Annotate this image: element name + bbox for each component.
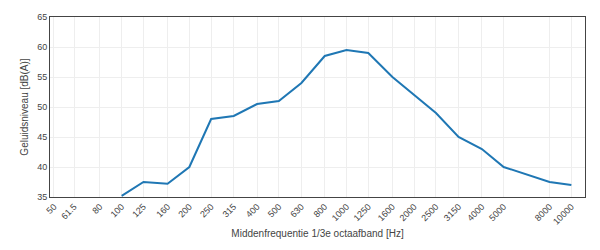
svg-text:2000: 2000 [398,202,419,223]
svg-text:160: 160 [154,202,172,220]
svg-text:1600: 1600 [376,202,397,223]
svg-text:200: 200 [176,202,194,220]
svg-text:1000: 1000 [330,202,351,223]
svg-text:50: 50 [44,202,58,216]
svg-text:100: 100 [109,202,127,220]
svg-text:61.5: 61.5 [59,202,78,221]
svg-text:4000: 4000 [465,202,486,223]
svg-text:40: 40 [37,162,47,172]
svg-text:315: 315 [221,202,239,220]
svg-text:35: 35 [37,192,47,202]
svg-text:500: 500 [266,202,284,220]
svg-text:400: 400 [244,202,262,220]
svg-text:45: 45 [37,132,47,142]
svg-text:55: 55 [37,72,47,82]
svg-text:65: 65 [37,12,47,22]
svg-text:800: 800 [312,202,330,220]
svg-text:Middenfrequentie 1/3e octaafba: Middenfrequentie 1/3e octaafband [Hz] [231,228,404,239]
svg-text:630: 630 [288,202,306,220]
svg-text:8000: 8000 [533,202,554,223]
svg-text:80: 80 [90,202,104,216]
svg-text:3150: 3150 [442,202,463,223]
svg-text:2500: 2500 [419,202,440,223]
svg-text:Geluidsniveau [dB(A)]: Geluidsniveau [dB(A)] [19,58,30,155]
svg-text:10000: 10000 [551,202,576,227]
svg-text:125: 125 [130,202,148,220]
svg-text:250: 250 [198,202,216,220]
svg-text:5000: 5000 [487,202,508,223]
svg-text:60: 60 [37,42,47,52]
svg-text:1250: 1250 [352,202,373,223]
svg-text:50: 50 [37,102,47,112]
